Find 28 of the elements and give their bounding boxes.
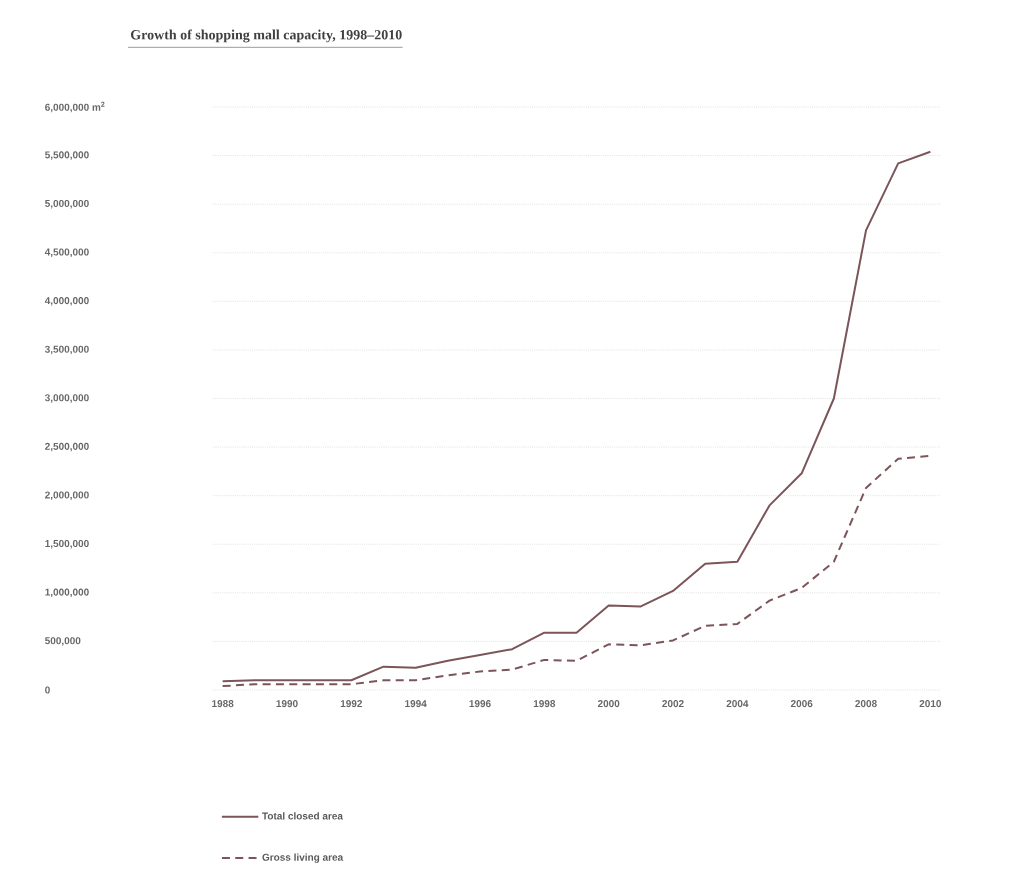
- x-tick-label: 2008: [855, 700, 877, 708]
- y-tick-label: 1,000,000: [45, 588, 89, 598]
- y-tick-label: 1,500,000: [45, 539, 89, 549]
- y-tick-label: 6,000,000 m$^{2}$: [45, 101, 105, 113]
- x-tick-label: 1992: [340, 700, 363, 708]
- y-tick-label: 2,000,000: [45, 491, 89, 500]
- legend-label: Total closed area: [262, 812, 344, 820]
- x-tick-label: 2006: [790, 700, 813, 708]
- x-tick-label: 1988: [212, 700, 234, 708]
- x-tick-label: 1998: [533, 700, 556, 708]
- y-tick-label: 4,500,000: [44, 248, 89, 258]
- x-tick-label: 1996: [469, 700, 491, 708]
- x-tick-label: 2002: [662, 700, 684, 708]
- y-tick-label: 500,000: [45, 637, 81, 646]
- chart-title: Growth of shopping mall capacity, 1998–2010: [130, 29, 402, 43]
- x-tick-label: 2004: [726, 700, 749, 708]
- y-tick-label: 2,500,000: [45, 442, 89, 452]
- x-tick-label: 1994: [405, 700, 427, 708]
- x-tick-label: 1990: [276, 700, 298, 708]
- y-tick-label: 3,000,000: [44, 394, 89, 403]
- y-tick-label: 0: [45, 686, 50, 694]
- x-tick-label: 2010: [919, 700, 942, 708]
- y-tick-label: 4,000,000: [44, 297, 89, 306]
- legend-label: Gross living area: [262, 853, 344, 863]
- y-tick-label: 3,500,000: [44, 345, 89, 355]
- x-tick-label: 2000: [597, 700, 620, 708]
- y-tick-label: 5,000,000: [45, 199, 89, 209]
- y-tick-label: 5,500,000: [45, 151, 89, 160]
